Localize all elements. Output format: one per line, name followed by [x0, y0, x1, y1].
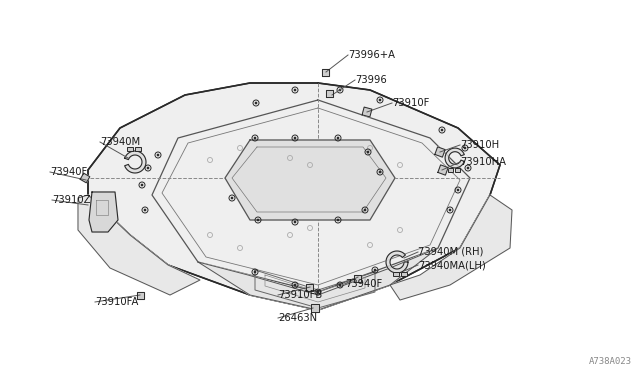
Polygon shape	[78, 195, 200, 295]
Circle shape	[441, 129, 443, 131]
Circle shape	[294, 137, 296, 139]
Text: 73940M (RH): 73940M (RH)	[418, 247, 483, 257]
Circle shape	[374, 269, 376, 271]
Circle shape	[231, 197, 233, 199]
Polygon shape	[390, 195, 512, 300]
Text: 73910Z: 73910Z	[52, 195, 90, 205]
Polygon shape	[362, 107, 372, 117]
Circle shape	[339, 89, 340, 91]
Circle shape	[144, 209, 146, 211]
Text: 73940F: 73940F	[50, 167, 87, 177]
Circle shape	[379, 171, 381, 173]
Text: 73996: 73996	[355, 75, 387, 85]
Polygon shape	[355, 275, 362, 282]
Circle shape	[457, 189, 459, 191]
Text: 73910FB: 73910FB	[278, 290, 323, 300]
Text: 73910HA: 73910HA	[460, 157, 506, 167]
Polygon shape	[125, 151, 146, 173]
Circle shape	[364, 209, 366, 211]
Text: 73940M: 73940M	[100, 137, 140, 147]
Circle shape	[339, 284, 340, 286]
Polygon shape	[326, 90, 333, 96]
Polygon shape	[307, 283, 314, 291]
Circle shape	[337, 137, 339, 139]
Bar	[401, 272, 408, 276]
Circle shape	[467, 167, 468, 169]
Polygon shape	[225, 140, 395, 220]
Circle shape	[294, 89, 296, 91]
Circle shape	[367, 151, 369, 153]
Polygon shape	[136, 292, 143, 298]
Circle shape	[257, 219, 259, 221]
Polygon shape	[198, 248, 438, 310]
Circle shape	[294, 284, 296, 286]
Bar	[455, 168, 460, 172]
Circle shape	[147, 167, 149, 169]
Circle shape	[464, 147, 466, 149]
Circle shape	[157, 154, 159, 156]
Polygon shape	[311, 304, 319, 312]
Circle shape	[294, 221, 296, 223]
Bar	[135, 147, 141, 151]
Circle shape	[141, 184, 143, 186]
Bar	[394, 272, 399, 276]
Polygon shape	[435, 147, 445, 157]
Polygon shape	[438, 165, 448, 175]
Text: A738A023: A738A023	[589, 357, 632, 366]
Bar	[127, 147, 133, 151]
Circle shape	[255, 102, 257, 104]
Text: 73940MA(LH): 73940MA(LH)	[418, 260, 486, 270]
Polygon shape	[445, 148, 464, 168]
Circle shape	[317, 291, 319, 293]
Circle shape	[254, 137, 256, 139]
Polygon shape	[80, 173, 90, 183]
Circle shape	[449, 209, 451, 211]
Text: 73996+A: 73996+A	[348, 50, 395, 60]
Polygon shape	[89, 192, 118, 232]
Text: 26463N: 26463N	[278, 313, 317, 323]
Polygon shape	[88, 83, 500, 310]
Polygon shape	[323, 68, 330, 76]
Circle shape	[337, 219, 339, 221]
Text: 73910F: 73910F	[392, 98, 429, 108]
Circle shape	[254, 271, 256, 273]
Circle shape	[379, 99, 381, 101]
Text: 73910H: 73910H	[460, 140, 499, 150]
Text: 73910FA: 73910FA	[95, 297, 138, 307]
Polygon shape	[386, 251, 408, 273]
Text: 73940F: 73940F	[345, 279, 382, 289]
Bar	[448, 168, 453, 172]
